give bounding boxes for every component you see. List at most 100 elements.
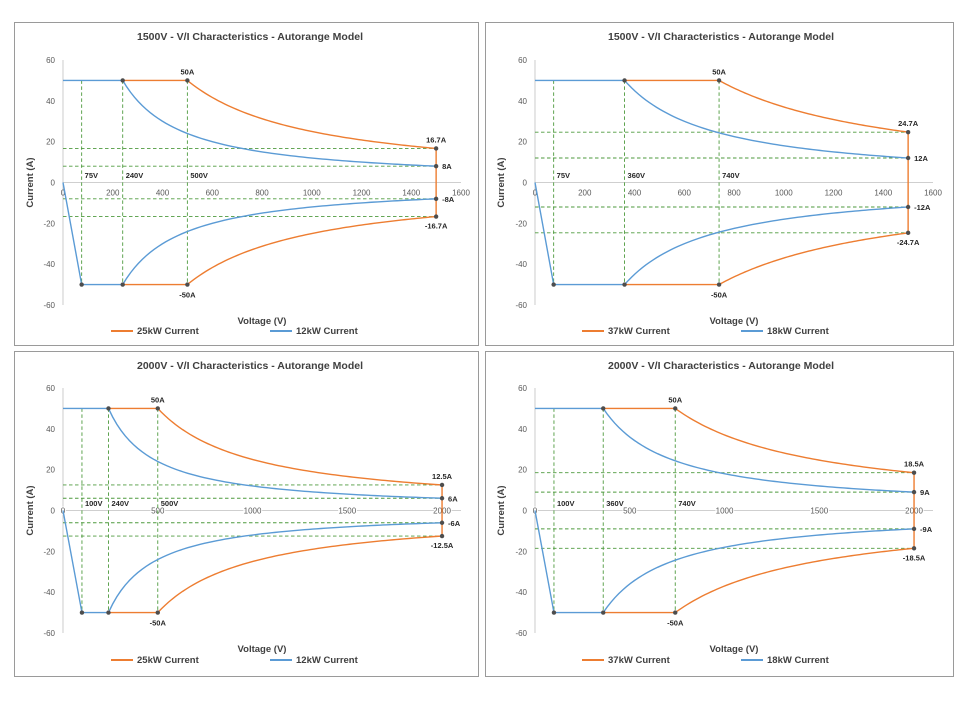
legend-label: 37kW Current xyxy=(608,655,671,666)
chart-svg-1: 1500V - V/I Characteristics - Autorange … xyxy=(25,31,470,337)
x-axis-title: Voltage (V) xyxy=(238,644,287,655)
annotation-end-high-negative: -24.7A xyxy=(897,238,920,247)
annotation-top-current: 50A xyxy=(668,395,682,404)
data-point-marker xyxy=(911,489,917,495)
legend-label: 25kW Current xyxy=(137,326,200,337)
y-tick-label: 60 xyxy=(46,56,55,65)
annotation-end-high-positive: 18.5A xyxy=(904,460,925,469)
voltage-annotation: 75V xyxy=(557,171,570,180)
annotation-end-low-negative: -8A xyxy=(442,195,455,204)
y-tick-label: -40 xyxy=(43,260,55,269)
y-tick-label: 20 xyxy=(46,466,55,475)
y-tick-label: -60 xyxy=(515,629,527,638)
annotation-end-high-negative: -16.7A xyxy=(425,222,448,231)
annotation-top-current: 50A xyxy=(180,67,194,76)
chart-svg-3: 2000V - V/I Characteristics - Autorange … xyxy=(25,360,461,666)
data-point-marker xyxy=(106,610,111,615)
annotation-end-low-positive: 6A xyxy=(448,494,458,503)
y-tick-label: -60 xyxy=(43,629,55,638)
y-tick-label: -20 xyxy=(43,547,55,556)
voltage-annotation: 75V xyxy=(85,171,98,180)
y-tick-label: 0 xyxy=(51,179,56,188)
y-axis-title: Current (A) xyxy=(496,157,507,207)
legend-label: 12kW Current xyxy=(296,655,359,666)
data-point-marker xyxy=(673,610,678,615)
annotation-end-low-negative: -9A xyxy=(920,525,933,534)
voltage-annotation: 500V xyxy=(190,171,208,180)
data-point-marker xyxy=(439,533,445,539)
legend-label: 25kW Current xyxy=(137,655,200,666)
data-point-marker xyxy=(911,546,917,551)
x-axis-title: Voltage (V) xyxy=(710,644,759,655)
x-tick-label: 0 xyxy=(533,189,538,198)
data-point-marker xyxy=(79,282,84,287)
series-line-18kw-current xyxy=(534,79,909,286)
data-point-marker xyxy=(433,146,439,151)
data-point-marker xyxy=(79,610,85,615)
chart-title: 2000V - V/I Characteristics - Autorange … xyxy=(608,360,834,372)
y-tick-label: -20 xyxy=(515,219,527,228)
y-tick-label: 40 xyxy=(46,97,55,106)
x-tick-label: 1000 xyxy=(244,507,262,516)
annotation-end-low-positive: 9A xyxy=(920,488,930,497)
y-tick-label: 60 xyxy=(518,56,527,65)
annotation-end-high-positive: 12.5A xyxy=(432,472,453,481)
annotation-bottom-current: -50A xyxy=(711,291,728,300)
data-point-marker xyxy=(120,78,125,83)
voltage-annotation: 240V xyxy=(111,499,129,508)
voltage-annotation: 240V xyxy=(126,171,144,180)
x-tick-label: 1200 xyxy=(825,189,843,198)
x-tick-label: 1500 xyxy=(810,507,828,516)
annotation-end-high-negative: -12.5A xyxy=(431,541,454,550)
y-axis-title: Current (A) xyxy=(25,157,36,207)
chart-panel-2: 1500V - V/I Characteristics - Autorange … xyxy=(485,22,954,346)
x-tick-label: 1000 xyxy=(775,189,793,198)
legend-label: 12kW Current xyxy=(296,326,359,337)
y-axis-title: Current (A) xyxy=(496,485,507,535)
x-tick-label: 1400 xyxy=(874,189,892,198)
data-point-marker xyxy=(622,282,627,287)
x-tick-label: 500 xyxy=(623,507,637,516)
y-tick-label: 60 xyxy=(46,384,55,393)
data-point-marker xyxy=(905,230,911,236)
y-tick-label: 0 xyxy=(51,507,56,516)
annotation-end-low-negative: -12A xyxy=(914,203,931,212)
chart-title: 1500V - V/I Characteristics - Autorange … xyxy=(608,31,834,43)
data-point-marker xyxy=(120,282,125,287)
chart-panel-4: 2000V - V/I Characteristics - Autorange … xyxy=(485,351,954,677)
data-point-marker xyxy=(106,406,111,411)
data-point-marker xyxy=(716,282,722,287)
voltage-annotation: 100V xyxy=(557,499,575,508)
x-tick-label: 1000 xyxy=(716,507,734,516)
annotation-end-low-positive: 8A xyxy=(442,162,452,171)
series-line-12kw-current xyxy=(62,407,443,614)
data-point-marker xyxy=(601,406,606,411)
series-line-37kw-current xyxy=(603,407,915,614)
y-tick-label: 20 xyxy=(518,466,527,475)
chart-svg-4: 2000V - V/I Characteristics - Autorange … xyxy=(496,360,933,666)
x-tick-label: 1200 xyxy=(353,189,371,198)
series-line-37kw-current xyxy=(624,79,909,286)
legend-label: 18kW Current xyxy=(767,655,830,666)
data-point-marker xyxy=(155,406,160,411)
x-tick-label: 200 xyxy=(106,189,120,198)
x-tick-label: 1400 xyxy=(402,189,420,198)
series-line-25kw-current xyxy=(122,79,437,286)
legend-label: 37kW Current xyxy=(608,326,671,337)
voltage-annotation: 740V xyxy=(678,499,696,508)
y-tick-label: 20 xyxy=(46,138,55,147)
x-tick-label: 400 xyxy=(628,189,642,198)
annotation-bottom-current: -50A xyxy=(150,619,167,628)
y-tick-label: -40 xyxy=(515,588,527,597)
series-line-25kw-current xyxy=(108,407,443,614)
y-tick-label: -20 xyxy=(43,219,55,228)
data-point-marker xyxy=(905,204,911,210)
data-point-marker xyxy=(439,520,445,525)
x-tick-label: 400 xyxy=(156,189,170,198)
x-axis-title: Voltage (V) xyxy=(238,316,287,327)
y-tick-label: -40 xyxy=(43,588,55,597)
data-point-marker xyxy=(716,78,722,83)
x-tick-label: 800 xyxy=(727,189,741,198)
y-tick-label: 60 xyxy=(518,384,527,393)
y-tick-label: -40 xyxy=(515,260,527,269)
